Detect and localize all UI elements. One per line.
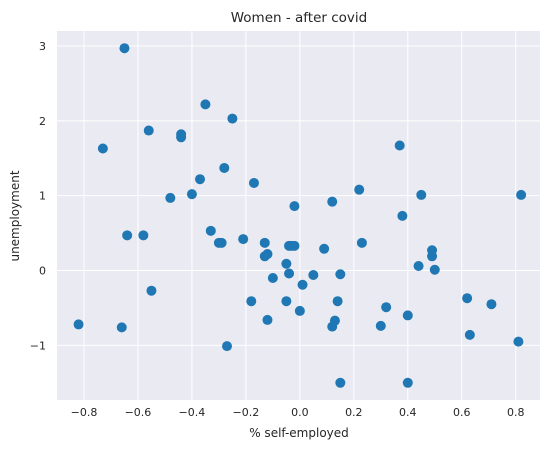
data-point: [222, 341, 232, 351]
data-point: [165, 193, 175, 203]
data-point: [376, 321, 386, 331]
x-tick-label: −0.6: [125, 406, 152, 419]
x-axis-label: % self-employed: [249, 426, 349, 440]
chart-title: Women - after covid: [231, 10, 368, 26]
data-point: [219, 163, 229, 173]
data-point: [403, 310, 413, 320]
data-point: [144, 126, 154, 136]
x-tick-label: −0.8: [71, 406, 98, 419]
data-point: [395, 141, 405, 151]
data-point: [284, 269, 294, 279]
data-point: [427, 251, 437, 261]
data-point: [465, 330, 475, 340]
x-tick-label: 0.0: [291, 406, 309, 419]
data-point: [327, 322, 337, 332]
data-point: [200, 99, 210, 109]
data-point: [214, 238, 224, 248]
y-tick-label: 1: [39, 190, 46, 203]
data-point: [281, 296, 291, 306]
data-point: [319, 244, 329, 254]
x-tick-label: 0.4: [399, 406, 417, 419]
data-point: [260, 238, 270, 248]
data-point: [122, 230, 132, 240]
data-point: [462, 293, 472, 303]
x-tick-label: 0.2: [345, 406, 363, 419]
data-point: [262, 249, 272, 259]
data-point: [268, 273, 278, 283]
data-point: [327, 197, 337, 207]
y-axis-label: unemployment: [8, 170, 22, 261]
data-point: [333, 296, 343, 306]
data-point: [146, 286, 156, 296]
x-tick-label: −0.4: [179, 406, 206, 419]
data-point: [238, 234, 248, 244]
y-axis-ticks: −1 0 1 2 3: [30, 40, 46, 352]
y-tick-label: −1: [30, 339, 46, 352]
data-point: [335, 269, 345, 279]
data-point: [403, 378, 413, 388]
data-point: [354, 185, 364, 195]
data-point: [281, 259, 291, 269]
data-point: [289, 201, 299, 211]
data-point: [187, 189, 197, 199]
data-point: [138, 230, 148, 240]
data-point: [298, 280, 308, 290]
data-point: [335, 378, 345, 388]
data-point: [119, 43, 129, 53]
data-point: [513, 337, 523, 347]
data-point: [414, 261, 424, 271]
data-point: [117, 322, 127, 332]
data-point: [227, 114, 237, 124]
x-tick-label: 0.6: [453, 406, 471, 419]
data-point: [357, 238, 367, 248]
data-point: [98, 144, 108, 154]
data-point: [246, 296, 256, 306]
x-tick-label: 0.8: [507, 406, 525, 419]
data-point: [289, 241, 299, 251]
data-point: [486, 299, 496, 309]
data-point: [295, 306, 305, 316]
data-point: [249, 178, 259, 188]
data-point: [430, 265, 440, 275]
x-axis-ticks: −0.8 −0.6 −0.4 −0.2 0.0 0.2 0.4 0.6 0.8: [71, 406, 525, 419]
y-tick-label: 2: [39, 115, 46, 128]
data-point: [195, 174, 205, 184]
data-point: [262, 315, 272, 325]
data-point: [176, 132, 186, 142]
data-point: [308, 270, 318, 280]
data-point: [416, 190, 426, 200]
data-point: [381, 302, 391, 312]
x-tick-label: −0.2: [233, 406, 260, 419]
data-point: [397, 211, 407, 221]
data-point: [74, 319, 84, 329]
data-point: [206, 226, 216, 236]
y-tick-label: 3: [39, 40, 46, 53]
plot-area: [57, 31, 540, 400]
y-tick-label: 0: [39, 265, 46, 278]
data-point: [516, 190, 526, 200]
